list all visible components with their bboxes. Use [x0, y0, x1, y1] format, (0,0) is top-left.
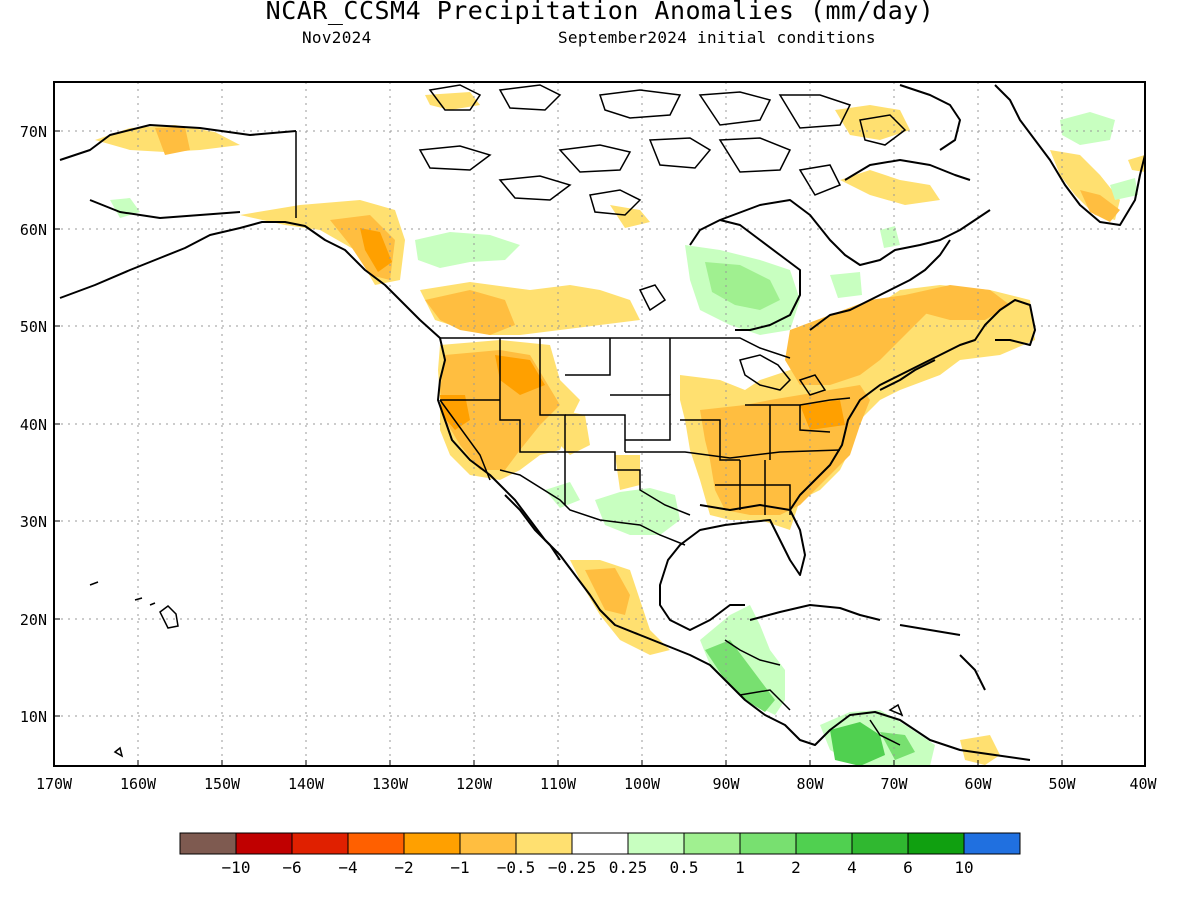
lon-label: 40W: [1129, 775, 1157, 793]
lon-label: 50W: [1048, 775, 1076, 793]
colorbar-label: 1: [735, 858, 745, 877]
colorbar-label: 10: [954, 858, 973, 877]
colorbar-label: 0.5: [670, 858, 699, 877]
map-plot-area: [54, 82, 1145, 766]
colorbar-swatch: [459, 832, 517, 855]
lon-label: 140W: [288, 775, 325, 793]
colorbar-label: −1: [450, 858, 469, 877]
colorbar-swatch: [627, 832, 685, 855]
colorbar-swatch: [403, 832, 461, 855]
initial-conditions-label: September2024 initial conditions: [558, 28, 876, 47]
colorbar-label: −0.25: [548, 858, 596, 877]
lat-label: 30N: [20, 513, 47, 531]
colorbar-label: 6: [903, 858, 913, 877]
colorbar-swatch: [179, 832, 237, 855]
lon-label: 160W: [120, 775, 157, 793]
colorbar-swatch: [235, 832, 293, 855]
political-borders: [295, 131, 901, 746]
islands-and-lakes: [89, 84, 907, 758]
colorbar-label: 0.25: [609, 858, 648, 877]
colorbar-swatch: [347, 832, 405, 855]
plot-frame: [53, 81, 1146, 767]
lat-label: 10N: [20, 708, 47, 726]
colorbar-swatch: [907, 832, 965, 855]
colorbar-swatch: [291, 832, 349, 855]
colorbar-label: −2: [394, 858, 413, 877]
colorbar-swatch: [739, 832, 797, 855]
dry-anomaly-regions: [95, 92, 1145, 765]
coastlines: [59, 84, 1145, 761]
lat-label: 50N: [20, 318, 47, 336]
colorbar-label: 2: [791, 858, 801, 877]
axis-ticks: [53, 130, 1146, 766]
lon-label: 110W: [540, 775, 577, 793]
colorbar-swatch: [963, 832, 1021, 855]
lat-label: 70N: [20, 123, 47, 141]
lon-label: 90W: [712, 775, 740, 793]
lon-label: 130W: [372, 775, 409, 793]
colorbar-swatch: [515, 832, 573, 855]
colorbar-swatch: [851, 832, 909, 855]
colorbar: −10 −6 −4 −2 −1 −0.5 −0.25 0.25 0.5 1 2 4 6 10: [179, 832, 1021, 877]
lon-label: 80W: [796, 775, 824, 793]
lon-label: 60W: [964, 775, 992, 793]
lon-label: 70W: [880, 775, 908, 793]
wet-anomaly-regions: [110, 112, 1138, 766]
colorbar-label: −0.5: [497, 858, 536, 877]
lon-label: 120W: [456, 775, 493, 793]
colorbar-label: 4: [847, 858, 857, 877]
lon-label: 150W: [204, 775, 241, 793]
colorbar-label: −6: [282, 858, 301, 877]
longitude-labels: 170W 160W 150W 140W 130W 120W 110W 100W …: [36, 775, 1158, 793]
lon-label: 100W: [624, 775, 661, 793]
latitude-labels: 10N 20N 30N 40N 50N 60N 70N: [20, 123, 47, 726]
lat-label: 60N: [20, 221, 47, 239]
colorbar-label: −10: [222, 858, 251, 877]
gridlines: [54, 82, 1145, 766]
colorbar-swatch: [683, 832, 741, 855]
forecast-month: Nov2024: [302, 28, 372, 47]
colorbar-label: −4: [338, 858, 357, 877]
lat-label: 40N: [20, 416, 47, 434]
colorbar-swatch: [795, 832, 853, 855]
map-title: NCAR_CCSM4 Precipitation Anomalies (mm/d…: [265, 0, 935, 25]
colorbar-swatch: [571, 832, 629, 855]
lon-label: 170W: [36, 775, 73, 793]
lat-label: 20N: [20, 611, 47, 629]
